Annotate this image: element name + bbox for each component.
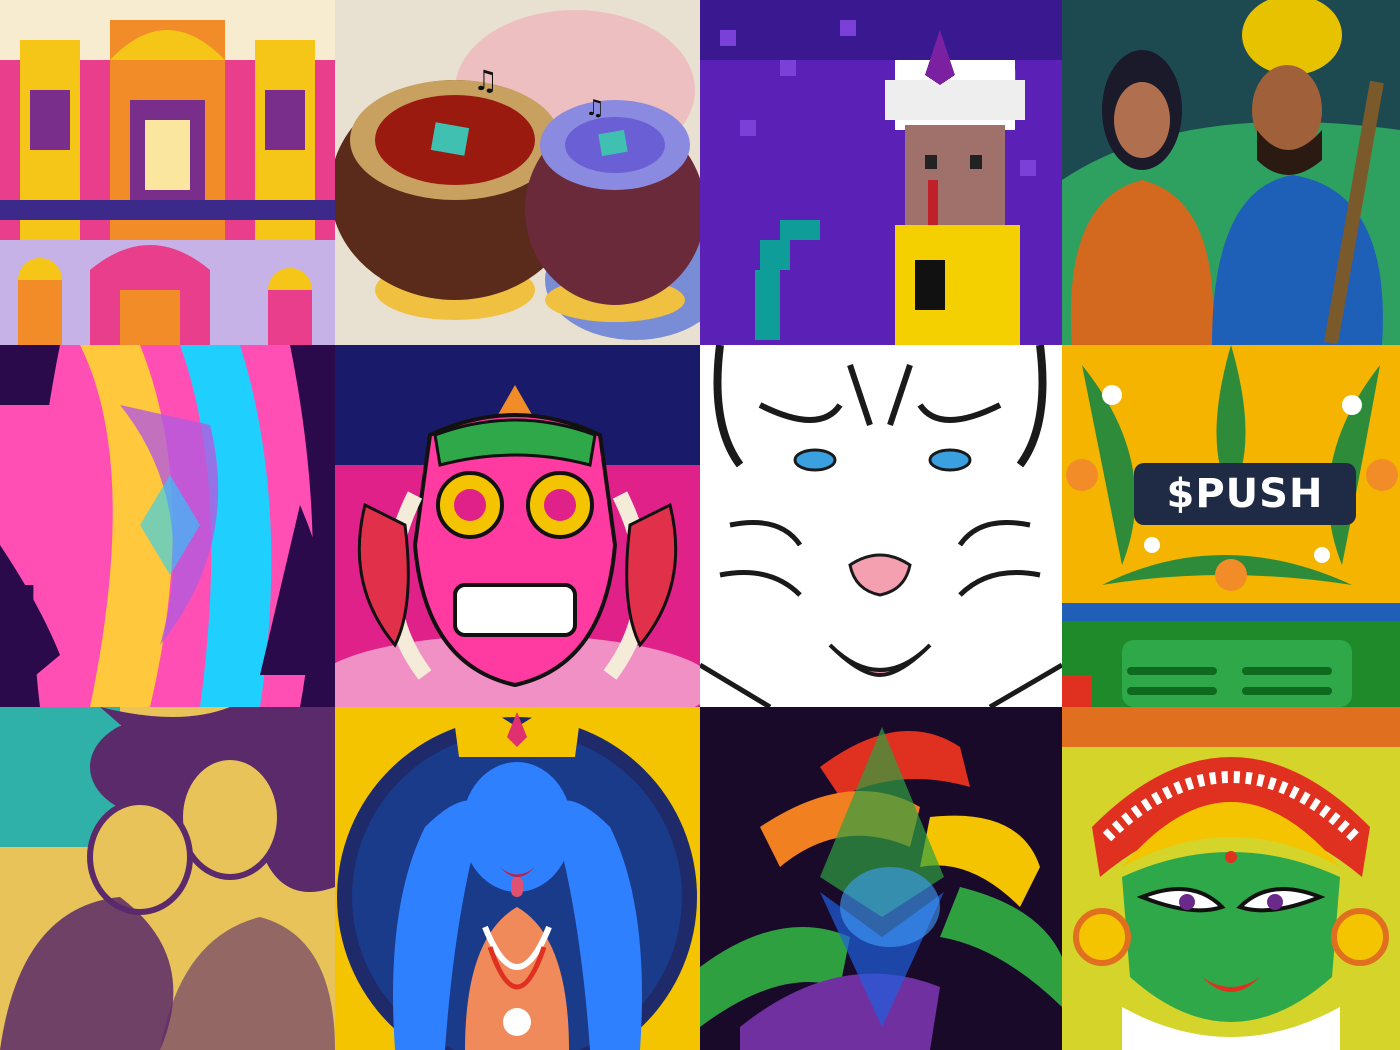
tabla-illustration: ♫ ♫ bbox=[335, 0, 700, 345]
abstract-jacket-illustration bbox=[0, 345, 335, 707]
svg-text:♫: ♫ bbox=[473, 64, 498, 97]
tile-white-tiger[interactable] bbox=[700, 345, 1062, 707]
tile-abstract-jacket[interactable] bbox=[0, 345, 335, 707]
push-badge: $PUSH bbox=[1134, 463, 1356, 525]
tile-barong-mask[interactable] bbox=[335, 345, 700, 707]
rainbow-hands-illustration bbox=[700, 707, 1062, 1050]
tile-kali[interactable] bbox=[335, 707, 700, 1050]
pixel-art-illustration bbox=[700, 0, 1062, 345]
kali-illustration bbox=[335, 707, 700, 1050]
palace-illustration bbox=[0, 0, 335, 345]
tile-palace[interactable] bbox=[0, 0, 335, 345]
white-tiger-illustration bbox=[700, 345, 1062, 707]
floral-truck-art-illustration bbox=[1062, 345, 1400, 707]
barong-mask-illustration bbox=[335, 345, 700, 707]
retro-couple-illustration bbox=[0, 707, 335, 1050]
tile-kathakali[interactable] bbox=[1062, 707, 1400, 1050]
tile-couple-painting[interactable] bbox=[1062, 0, 1400, 345]
kathakali-illustration bbox=[1062, 707, 1400, 1050]
tile-retro-couple[interactable] bbox=[0, 707, 335, 1050]
tile-tabla[interactable]: ♫ ♫ bbox=[335, 0, 700, 345]
tile-pixel-snake-charmer[interactable] bbox=[700, 0, 1062, 345]
tile-push-floral[interactable]: $PUSH bbox=[1062, 345, 1400, 707]
svg-text:♫: ♫ bbox=[585, 96, 605, 121]
couple-painting-illustration bbox=[1062, 0, 1400, 345]
tile-rainbow-hands[interactable] bbox=[700, 707, 1062, 1050]
